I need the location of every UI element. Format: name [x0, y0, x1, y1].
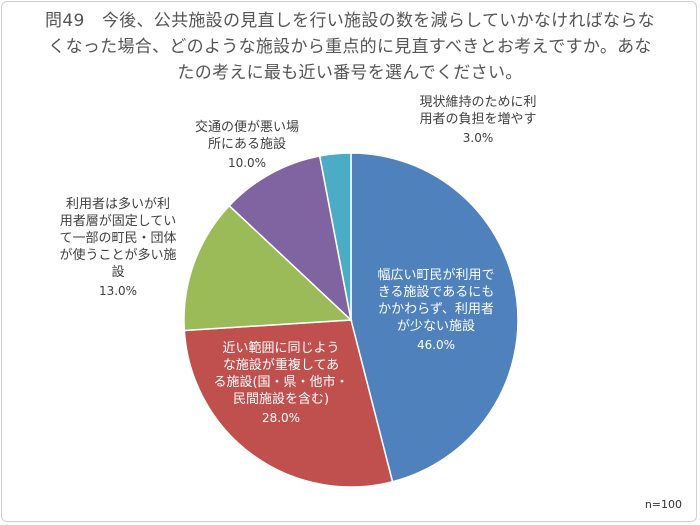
pie-slice: [183, 204, 353, 332]
slice-value-label: 46.0%: [417, 338, 455, 352]
slice-value-label: 3.0%: [463, 131, 494, 145]
slice-label: 交通の便が悪い場所にある施設: [195, 119, 299, 152]
pie-slice: [318, 152, 352, 321]
pie-slice: [350, 152, 519, 483]
pie-slice: [183, 319, 394, 488]
pie-slice: [228, 155, 353, 323]
slice-value-label: 28.0%: [262, 411, 300, 425]
slice-label: 現状維持のために利用者の負担を増やす: [419, 95, 536, 127]
slice-label: 近い範囲に同じような施設が重複してある施設(国・県・他市・民間施設を含む): [213, 341, 348, 407]
slice-label: 幅広い町民が利用できる施設であるにもかかわらず、利用者が少ない施設: [377, 268, 494, 334]
slice-value-label: 13.0%: [99, 284, 137, 298]
chart-title: 問49 今後、公共施設の見直しを行い施設の数を減らしていかなければならなくなった…: [45, 11, 655, 83]
sample-size-note: n=100: [644, 498, 682, 511]
slice-value-label: 10.0%: [228, 156, 266, 170]
slice-label: 利用者は多いが利用者層が固定していて一部の町民・団体が使うことが多い施設: [59, 196, 176, 280]
